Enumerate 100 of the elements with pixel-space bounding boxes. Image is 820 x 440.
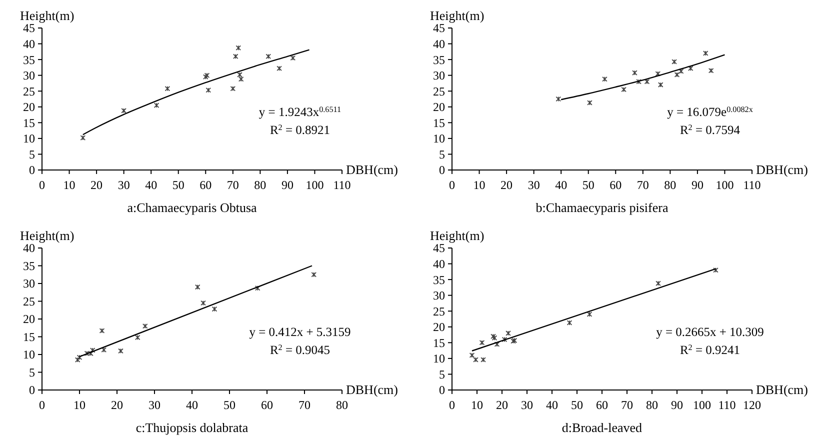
annotation: y = 0.412x + 5.3159 <box>249 325 351 340</box>
point <box>636 78 642 84</box>
point <box>566 320 572 326</box>
x-tick-label: 60 <box>596 398 608 412</box>
x-tick-label: 70 <box>621 398 633 412</box>
x-tick-label: 60 <box>610 178 622 192</box>
y-tick-label: 40 <box>23 36 35 51</box>
x-tick-label: 20 <box>111 398 123 412</box>
point <box>238 76 244 82</box>
x-tick-label: 80 <box>664 178 676 192</box>
point <box>502 336 508 342</box>
annotation: y = 0.2665x + 10.309 <box>656 325 764 340</box>
point <box>674 72 680 78</box>
y-tick-label: 0 <box>439 383 445 398</box>
y-tick-label: 5 <box>439 367 445 382</box>
y-tick-label: 30 <box>433 68 445 83</box>
point <box>206 88 212 93</box>
point <box>556 96 562 102</box>
point <box>232 54 238 60</box>
point <box>587 100 592 106</box>
point <box>290 55 296 61</box>
x-tick-label: 110 <box>333 178 351 192</box>
x-tick-label: 80 <box>646 398 658 412</box>
text: d:Broad-leaved <box>562 420 643 435</box>
annotation: R$^{2}$ = 0.8921 <box>270 122 330 138</box>
annotation: y = 16.079e$^{0.0082x}$ <box>667 104 753 120</box>
y-tick-label: 30 <box>23 68 35 83</box>
y-tick-label: 10 <box>23 348 35 362</box>
annotation: y = 1.9243x$^{0.6511}$ <box>258 104 342 120</box>
point <box>702 50 708 56</box>
x-tick-label: 50 <box>571 398 583 412</box>
x-tick-label: 20 <box>500 178 513 192</box>
y-axis-title: Height(m) <box>430 8 484 23</box>
y-tick-label: 40 <box>433 36 445 51</box>
y-tick-label: 0 <box>439 163 445 178</box>
point <box>101 347 107 353</box>
x-tick-label: 80 <box>254 178 266 192</box>
y-tick-label: 20 <box>23 312 35 326</box>
point <box>586 312 592 317</box>
point <box>202 74 208 80</box>
y-tick-label: 45 <box>433 241 445 256</box>
x-tick-label: 20 <box>496 398 508 412</box>
x-tick-label: 70 <box>298 398 310 412</box>
point <box>688 66 694 72</box>
y-tick-label: 5 <box>439 147 445 162</box>
point <box>254 285 260 291</box>
y-tick-label: 25 <box>23 84 35 98</box>
x-tick-label: 0 <box>39 398 45 412</box>
point <box>602 76 608 82</box>
x-tick-label: 50 <box>582 178 594 192</box>
point <box>84 350 90 356</box>
point <box>713 267 718 273</box>
annotation: R$^{2}$ = 0.9045 <box>270 342 330 358</box>
point <box>154 102 160 108</box>
x-tick-label: 70 <box>636 178 649 192</box>
y-tick-label: 35 <box>433 272 445 287</box>
x-tick-label: 90 <box>691 178 704 192</box>
point <box>230 86 236 92</box>
x-tick-label: 100 <box>716 178 734 192</box>
point <box>88 350 94 356</box>
point <box>506 330 511 336</box>
x-tick-label: 100 <box>693 398 711 412</box>
x-tick-label: 10 <box>471 398 483 412</box>
point <box>236 45 242 51</box>
y-tick-label: 35 <box>23 258 35 273</box>
y-tick-label: 15 <box>433 116 445 130</box>
x-tick-label: 110 <box>743 178 761 192</box>
x-tick-label: 0 <box>449 178 455 192</box>
point <box>656 280 661 286</box>
x-tick-label: 60 <box>261 398 273 412</box>
x-tick-label: 50 <box>172 178 184 192</box>
y-tick-label: 20 <box>433 320 445 334</box>
y-tick-label: 15 <box>23 330 35 344</box>
x-tick-label: 70 <box>226 178 239 192</box>
y-tick-label: 45 <box>23 21 35 36</box>
y-tick-label: 30 <box>23 276 35 291</box>
x-tick-label: 10 <box>473 178 486 192</box>
point <box>99 328 105 334</box>
x-axis-title: DBH(cm) <box>756 162 808 177</box>
point <box>311 272 317 278</box>
y-tick-label: 40 <box>433 256 445 271</box>
text: a:Chamaecyparis Obtusa <box>127 200 258 215</box>
annotation: R$^{2}$ = 0.7594 <box>680 122 741 138</box>
point <box>655 71 661 76</box>
y-axis-title: Height(m) <box>20 8 74 23</box>
y-tick-label: 25 <box>433 304 445 318</box>
x-axis-title: DBH(cm) <box>346 382 398 397</box>
point <box>266 54 272 60</box>
y-tick-label: 25 <box>433 84 445 98</box>
point <box>480 357 486 362</box>
point <box>194 284 200 290</box>
y-tick-label: 40 <box>23 241 35 256</box>
point <box>212 306 218 312</box>
point <box>672 59 677 64</box>
x-tick-label: 50 <box>224 398 236 412</box>
point <box>74 357 80 362</box>
point <box>632 70 638 76</box>
x-tick-label: 100 <box>306 178 324 192</box>
point <box>204 72 210 78</box>
x-tick-label: 90 <box>671 398 683 412</box>
